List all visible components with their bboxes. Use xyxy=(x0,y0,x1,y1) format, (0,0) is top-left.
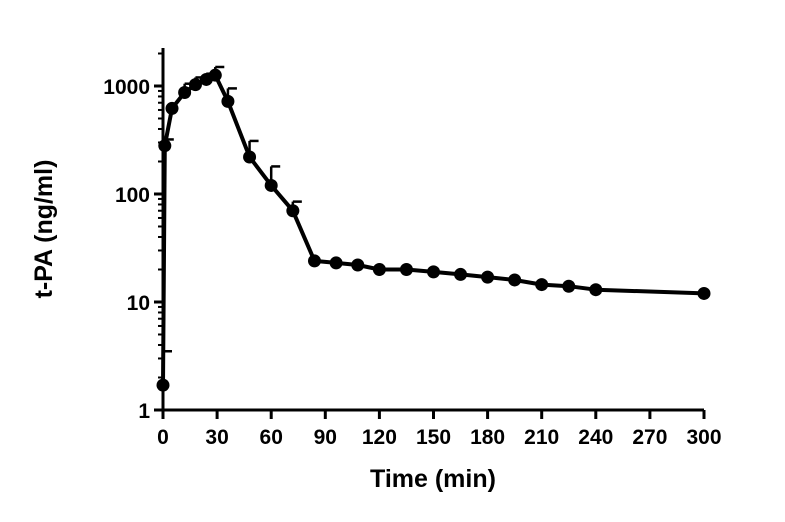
data-point xyxy=(165,101,179,115)
data-points xyxy=(156,68,711,392)
y-axis-title: t-PA (ng/ml) xyxy=(30,160,58,299)
x-tick-label: 0 xyxy=(157,426,169,449)
y-tick-label: 1000 xyxy=(103,76,150,99)
x-tick-label: 60 xyxy=(260,426,283,449)
x-axis-title: Time (min) xyxy=(370,465,496,493)
x-tick-label: 240 xyxy=(578,426,613,449)
data-point xyxy=(221,94,235,108)
x-tick-label: 30 xyxy=(205,426,228,449)
x-tick-label: 210 xyxy=(524,426,559,449)
y-tick-label: 100 xyxy=(115,184,150,207)
x-tick-label: 180 xyxy=(470,426,505,449)
data-point xyxy=(535,278,549,292)
x-tick-label: 150 xyxy=(416,426,451,449)
chart-axes xyxy=(161,48,704,412)
data-point xyxy=(427,265,440,279)
x-tick-label: 120 xyxy=(362,426,397,449)
data-point xyxy=(188,78,202,92)
axis-ticks: 0 30 60 90 120 150 180 210 240 270 300 1 10 100 1000 xyxy=(103,52,722,449)
data-point xyxy=(158,139,172,153)
y-tick-label: 1 xyxy=(138,400,150,423)
data-point xyxy=(264,178,278,192)
data-point xyxy=(508,273,522,287)
data-point xyxy=(243,150,257,164)
data-point xyxy=(307,254,321,268)
data-point xyxy=(351,258,365,272)
y-tick-label: 10 xyxy=(127,292,150,315)
series-line xyxy=(161,73,705,386)
x-tick-label: 270 xyxy=(632,426,667,449)
data-point xyxy=(329,256,343,270)
x-tick-label: 300 xyxy=(686,426,721,449)
data-point xyxy=(562,279,576,293)
data-point xyxy=(286,204,300,218)
data-point xyxy=(589,283,603,297)
x-tick-label: 90 xyxy=(314,426,337,449)
data-point xyxy=(156,378,170,392)
data-point xyxy=(697,286,711,300)
data-point xyxy=(372,262,386,276)
data-point xyxy=(454,267,468,281)
data-point xyxy=(399,262,413,276)
data-point xyxy=(178,86,192,100)
data-point xyxy=(208,68,222,82)
data-point xyxy=(481,270,495,284)
